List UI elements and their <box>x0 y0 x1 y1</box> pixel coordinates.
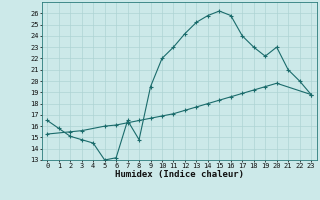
X-axis label: Humidex (Indice chaleur): Humidex (Indice chaleur) <box>115 170 244 179</box>
